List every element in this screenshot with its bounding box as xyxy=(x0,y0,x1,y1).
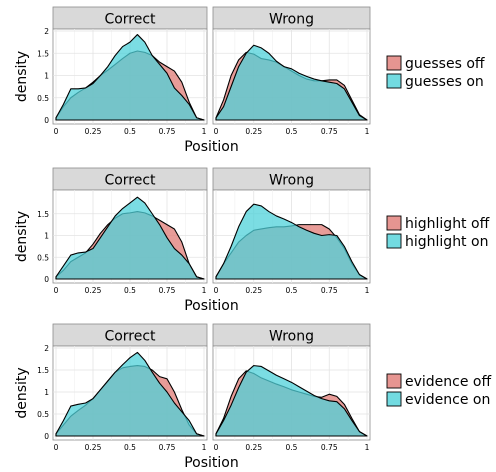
y-tick-label: 1 xyxy=(44,388,49,397)
density-area-guesses-on xyxy=(215,44,368,121)
x-axis-title: Position xyxy=(184,455,239,471)
legend-item: evidence off xyxy=(386,373,491,390)
x-tick-label: 0.25 xyxy=(245,443,262,452)
density-area-evidence-on xyxy=(55,351,205,437)
legend: highlight off highlight on xyxy=(386,215,490,250)
x-tick-label: 0 xyxy=(54,127,59,136)
facet-panel-wrong: Wrong 0 0.25 0.5 0.75 1 xyxy=(212,167,371,295)
x-tick-label: 0.5 xyxy=(286,443,298,452)
x-tick-label: 0 xyxy=(214,127,219,136)
x-tick-label: 0.75 xyxy=(321,443,338,452)
legend-label: highlight off xyxy=(405,216,490,232)
x-tick-label: 0.75 xyxy=(159,443,176,452)
x-tick-label: 1 xyxy=(202,443,207,452)
y-tick-label: 1.5 xyxy=(37,49,49,58)
facet-panel-wrong: Wrong 0 0.25 0.5 0.75 1 xyxy=(212,323,371,452)
legend-item: highlight on xyxy=(386,233,488,250)
facet-panel-correct: Correct 0 0.25 0.5 0.75 1 0 0.5 1 1.5 2 xyxy=(37,323,208,452)
x-tick-label: 1 xyxy=(365,127,370,136)
x-tick-label: 0 xyxy=(214,286,219,295)
legend-swatch xyxy=(386,55,402,71)
x-tick-label: 0.75 xyxy=(159,286,176,295)
y-tick-label: 1 xyxy=(44,232,49,241)
legend-swatch xyxy=(386,233,402,249)
legend-item: highlight off xyxy=(386,215,490,232)
y-tick-label: 0.5 xyxy=(37,410,49,419)
x-axis-title: Position xyxy=(184,298,239,314)
y-axis-title: density xyxy=(14,367,30,418)
legend: evidence off evidence on xyxy=(386,373,491,408)
facet-label: Wrong xyxy=(269,12,314,28)
x-tick-label: 0.25 xyxy=(85,286,102,295)
facet-label: Correct xyxy=(104,173,156,189)
y-tick-label: 0 xyxy=(44,116,49,125)
x-tick-label: 0.25 xyxy=(85,127,102,136)
facet-label: Correct xyxy=(104,329,156,345)
legend-label: highlight on xyxy=(405,234,488,250)
y-tick-label: 2 xyxy=(44,27,49,36)
x-tick-label: 1 xyxy=(202,127,207,136)
x-tick-label: 0 xyxy=(214,443,219,452)
legend: guesses off guesses on xyxy=(386,55,485,90)
density-area-highlight-on xyxy=(55,196,205,280)
x-tick-label: 0.5 xyxy=(124,286,136,295)
legend-swatch xyxy=(386,73,402,89)
density-area-highlight-on xyxy=(215,203,368,280)
facet-label: Wrong xyxy=(269,173,314,189)
legend-item: guesses off xyxy=(386,55,485,72)
y-tick-label: 1 xyxy=(44,72,49,81)
y-tick-label: 0 xyxy=(44,275,49,284)
legend-item: evidence on xyxy=(386,391,490,408)
y-tick-label: 0.5 xyxy=(37,253,49,262)
x-tick-label: 1 xyxy=(365,286,370,295)
legend-label: guesses on xyxy=(405,74,484,90)
legend-item: guesses on xyxy=(386,73,484,90)
legend-label: evidence off xyxy=(405,374,491,390)
y-tick-label: 1.5 xyxy=(37,210,49,219)
x-tick-label: 0.25 xyxy=(245,286,262,295)
facet-label: Correct xyxy=(104,12,156,28)
x-tick-label: 0.75 xyxy=(321,286,338,295)
facet-panel-correct: Correct 0 0.25 0.5 0.75 1 0 0.5 1 1.5 xyxy=(37,167,208,295)
x-tick-label: 0.25 xyxy=(85,443,102,452)
y-tick-label: 0 xyxy=(44,432,49,441)
x-tick-label: 0.5 xyxy=(286,127,298,136)
y-tick-label: 1.5 xyxy=(37,366,49,375)
density-area-guesses-on xyxy=(55,34,205,121)
x-tick-label: 0.25 xyxy=(245,127,262,136)
y-tick-label: 2 xyxy=(44,344,49,353)
x-tick-label: 0.5 xyxy=(124,443,136,452)
legend-swatch xyxy=(386,215,402,231)
x-tick-label: 1 xyxy=(202,286,207,295)
x-tick-label: 0 xyxy=(54,286,59,295)
x-tick-label: 0.75 xyxy=(321,127,338,136)
facet-panel-correct: Correct 0 0.25 0.5 0.75 1 0 0.5 1 1.5 2 xyxy=(37,6,208,136)
x-tick-label: 0.75 xyxy=(159,127,176,136)
y-axis-title: density xyxy=(14,51,30,102)
x-axis-title: Position xyxy=(184,139,239,155)
x-tick-label: 1 xyxy=(365,443,370,452)
legend-label: guesses off xyxy=(405,56,485,72)
x-tick-label: 0 xyxy=(54,443,59,452)
facet-label: Wrong xyxy=(269,329,314,345)
density-area-evidence-on xyxy=(215,365,368,437)
legend-swatch xyxy=(386,391,402,407)
y-axis-title: density xyxy=(14,211,30,262)
x-tick-label: 0.5 xyxy=(286,286,298,295)
legend-swatch xyxy=(386,373,402,389)
x-tick-label: 0.5 xyxy=(124,127,136,136)
facet-panel-wrong: Wrong 0 0.25 0.5 0.75 1 xyxy=(212,6,371,136)
legend-label: evidence on xyxy=(405,392,490,408)
y-tick-label: 0.5 xyxy=(37,94,49,103)
